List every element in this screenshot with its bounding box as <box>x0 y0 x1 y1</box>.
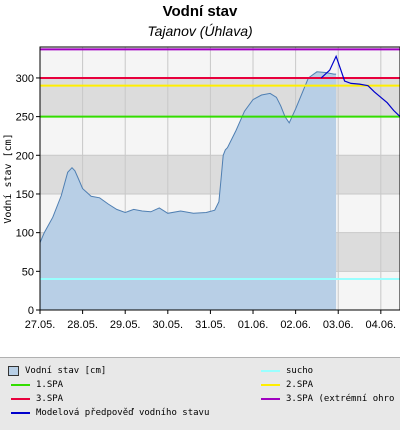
y-tick-label: 250 <box>16 112 34 124</box>
legend-swatch <box>261 398 280 400</box>
series-area-group <box>39 71 337 310</box>
legend-item: sucho <box>258 364 313 378</box>
x-tick-label: 04.06. <box>366 319 397 331</box>
legend-item: Vodní stav [cm] <box>8 364 106 378</box>
legend-item: Modelová předpověď vodního stavu <box>8 406 209 420</box>
x-tick-label: 31.05. <box>195 319 226 331</box>
legend-label: 3.SPA (extrémní ohro e <box>286 394 400 404</box>
y-axis-label: Vodní stav [cm] <box>2 133 14 223</box>
chart-subtitle: Tajanov (Úhlava) <box>147 23 253 39</box>
legend-swatch <box>8 366 19 376</box>
water-level-area <box>40 71 337 310</box>
legend-label: Modelová předpověď vodního stavu <box>36 408 210 418</box>
y-tick-label: 300 <box>16 73 34 85</box>
legend-label: sucho <box>286 366 314 376</box>
legend-swatch <box>11 398 30 400</box>
series-line-group <box>320 54 400 118</box>
water-level-chart: 0 50 100 150 200 250 300 27.05. 28.05. 29.05. 30.… <box>2 46 400 331</box>
threshold-lines <box>40 48 400 281</box>
x-tick-label: 27.05. <box>25 319 56 331</box>
background-band <box>40 77 400 117</box>
legend-item: 3.SPA <box>8 392 63 406</box>
background-band <box>40 47 400 78</box>
legend-item: 3.SPA (extrémní ohro e <box>258 392 400 406</box>
legend-swatch <box>11 412 30 414</box>
legend-swatch <box>261 370 280 372</box>
legend-swatch <box>261 384 280 386</box>
water-level-line <box>39 71 337 243</box>
legend-label: 3.SPA <box>36 394 64 404</box>
legend-label: 2.SPA <box>286 380 314 390</box>
y-tick-label: 100 <box>16 228 34 240</box>
legend: Vodní stav [cm] sucho 1.SPA 2.SPA 3.SPA 3.SPA… <box>0 357 400 430</box>
legend-swatch <box>11 384 30 386</box>
chart-title: Vodní stav <box>162 3 238 20</box>
legend-label: Vodní stav [cm] <box>25 366 107 376</box>
legend-item: 2.SPA <box>258 378 313 392</box>
x-axis-ticks: 27.05. 28.05. 29.05. 30.05. 31.05. 01.06. 02.0… <box>25 310 396 331</box>
x-tick-label: 28.05. <box>67 319 98 331</box>
y-axis-ticks: 0 50 100 150 200 250 300 <box>16 73 40 317</box>
plot-frame <box>39 46 400 311</box>
forecast-line <box>320 54 400 118</box>
x-tick-label: 03.06. <box>323 319 354 331</box>
legend-label: 1.SPA <box>36 380 64 390</box>
y-tick-label: 50 <box>22 266 34 278</box>
x-tick-label: 02.06. <box>280 319 311 331</box>
y-tick-label: 150 <box>16 189 34 201</box>
x-tick-label: 29.05. <box>110 319 141 331</box>
background-band <box>40 116 400 156</box>
y-tick-label: 200 <box>16 150 34 162</box>
y-tick-label: 0 <box>28 305 34 317</box>
background-bands <box>40 47 400 310</box>
x-tick-label: 01.06. <box>238 319 269 331</box>
x-tick-label: 30.05. <box>153 319 184 331</box>
legend-item: 1.SPA <box>8 378 63 392</box>
